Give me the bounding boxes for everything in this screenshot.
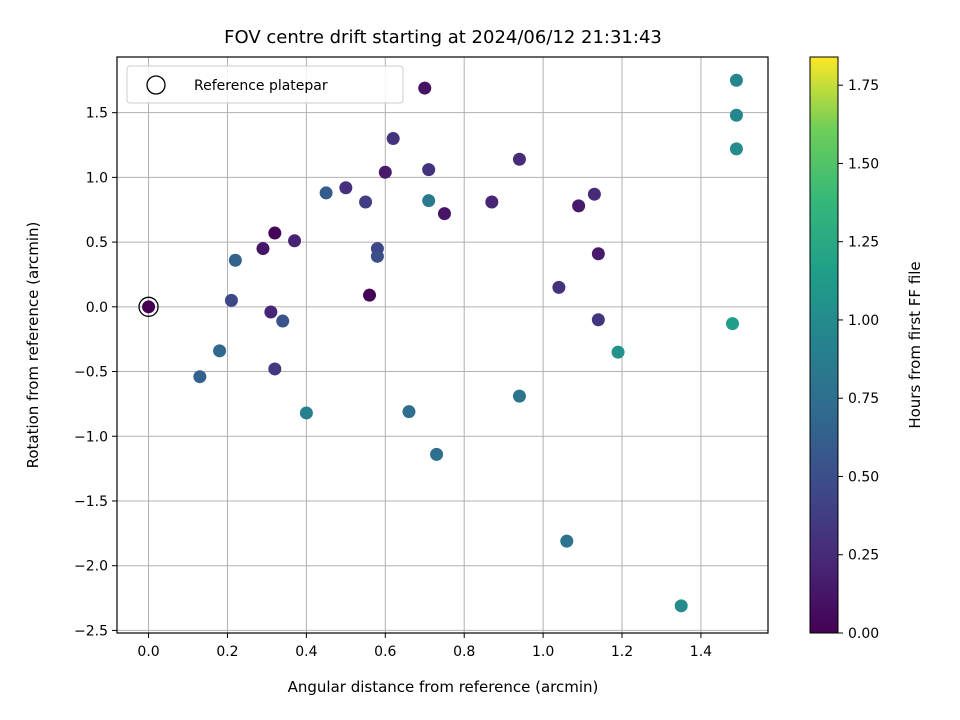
data-point bbox=[729, 73, 743, 87]
y-tick-label: 0.0 bbox=[86, 300, 108, 316]
data-point bbox=[611, 345, 625, 359]
legend-box bbox=[126, 65, 404, 104]
colorbar-label: Hours from first FF file bbox=[906, 261, 924, 428]
data-point bbox=[264, 305, 278, 319]
data-point bbox=[430, 447, 444, 461]
data-point bbox=[512, 389, 526, 403]
x-tick-label: 1.4 bbox=[690, 644, 712, 660]
x-tick-label: 0.8 bbox=[453, 644, 475, 660]
chart-title: FOV centre drift starting at 2024/06/12 … bbox=[224, 27, 662, 48]
data-point bbox=[729, 142, 743, 156]
data-point bbox=[276, 314, 290, 328]
x-tick-label: 0.0 bbox=[137, 644, 159, 660]
data-points bbox=[138, 73, 743, 613]
data-point bbox=[572, 199, 586, 213]
x-tick-label: 0.4 bbox=[295, 644, 317, 660]
axis-ticks: 0.0 0.2 0.4 0.6 0.8 1.0 1.2 1.4 −2.5 −2.0 −1.5 −1.0… bbox=[74, 106, 712, 660]
data-point bbox=[485, 195, 499, 209]
data-point bbox=[319, 186, 333, 200]
data-point bbox=[418, 81, 432, 95]
data-point bbox=[552, 280, 566, 294]
x-tick-label: 0.6 bbox=[374, 644, 396, 660]
data-point bbox=[213, 344, 227, 358]
colorbar-tick-label: 0.75 bbox=[848, 391, 879, 407]
data-point bbox=[193, 370, 207, 384]
colorbar-tick-label: 0.00 bbox=[848, 626, 879, 642]
data-point bbox=[142, 300, 156, 314]
grid bbox=[117, 57, 768, 633]
data-point bbox=[437, 207, 451, 221]
data-point bbox=[378, 165, 392, 179]
y-tick-label: −1.5 bbox=[74, 494, 108, 510]
colorbar-tick-label: 1.50 bbox=[848, 156, 879, 172]
data-point bbox=[587, 187, 601, 201]
colorbar-tick-label: 0.50 bbox=[848, 469, 879, 485]
y-tick-label: −2.0 bbox=[74, 559, 108, 575]
x-axis-label: Angular distance from reference (arcmin) bbox=[288, 678, 599, 696]
colorbar-tick-label: 0.25 bbox=[848, 548, 879, 564]
legend: Reference platepar bbox=[126, 65, 404, 104]
data-point bbox=[729, 108, 743, 122]
data-point bbox=[402, 405, 416, 419]
data-point bbox=[359, 195, 373, 209]
data-point bbox=[288, 234, 302, 248]
colorbar-gradient bbox=[809, 56, 839, 634]
y-tick-label: −0.5 bbox=[74, 365, 108, 381]
data-point bbox=[228, 253, 242, 267]
plot-frame bbox=[116, 56, 769, 634]
y-tick-label: 1.0 bbox=[86, 170, 108, 186]
data-point bbox=[560, 534, 574, 548]
data-point bbox=[422, 163, 436, 177]
colorbar-ticks: 0.00 0.25 0.50 0.75 1.00 1.25 1.50 1.75 bbox=[838, 78, 879, 642]
data-point bbox=[268, 362, 282, 376]
colorbar-tick-label: 1.25 bbox=[848, 235, 879, 251]
legend-entry-label: Reference platepar bbox=[194, 78, 328, 94]
data-point bbox=[268, 226, 282, 240]
colorbar-tick-label: 1.75 bbox=[848, 78, 879, 94]
data-point bbox=[363, 288, 377, 302]
reference-point-marker bbox=[138, 296, 159, 317]
data-point bbox=[370, 249, 384, 263]
data-point bbox=[256, 242, 270, 256]
y-tick-label: 1.5 bbox=[86, 106, 108, 122]
x-tick-label: 1.0 bbox=[532, 644, 554, 660]
x-tick-label: 1.2 bbox=[611, 644, 633, 660]
colorbar: 0.00 0.25 0.50 0.75 1.00 1.25 1.50 1.75 Hours f… bbox=[809, 56, 924, 642]
y-tick-label: −2.5 bbox=[74, 623, 108, 639]
y-tick-label: −1.0 bbox=[74, 429, 108, 445]
colorbar-tick-label: 1.00 bbox=[848, 313, 879, 329]
data-point bbox=[591, 247, 605, 261]
data-point bbox=[674, 599, 688, 613]
legend-reference-marker bbox=[146, 75, 166, 95]
data-point bbox=[591, 313, 605, 327]
data-point bbox=[512, 152, 526, 166]
data-point bbox=[299, 406, 313, 420]
x-tick-label: 0.2 bbox=[216, 644, 238, 660]
data-point bbox=[224, 293, 238, 307]
data-point bbox=[386, 132, 400, 146]
data-point bbox=[422, 194, 436, 208]
data-point bbox=[725, 317, 739, 331]
data-point bbox=[339, 181, 353, 195]
y-tick-label: 0.5 bbox=[86, 235, 108, 251]
y-axis-label: Rotation from reference (arcmin) bbox=[24, 222, 42, 469]
